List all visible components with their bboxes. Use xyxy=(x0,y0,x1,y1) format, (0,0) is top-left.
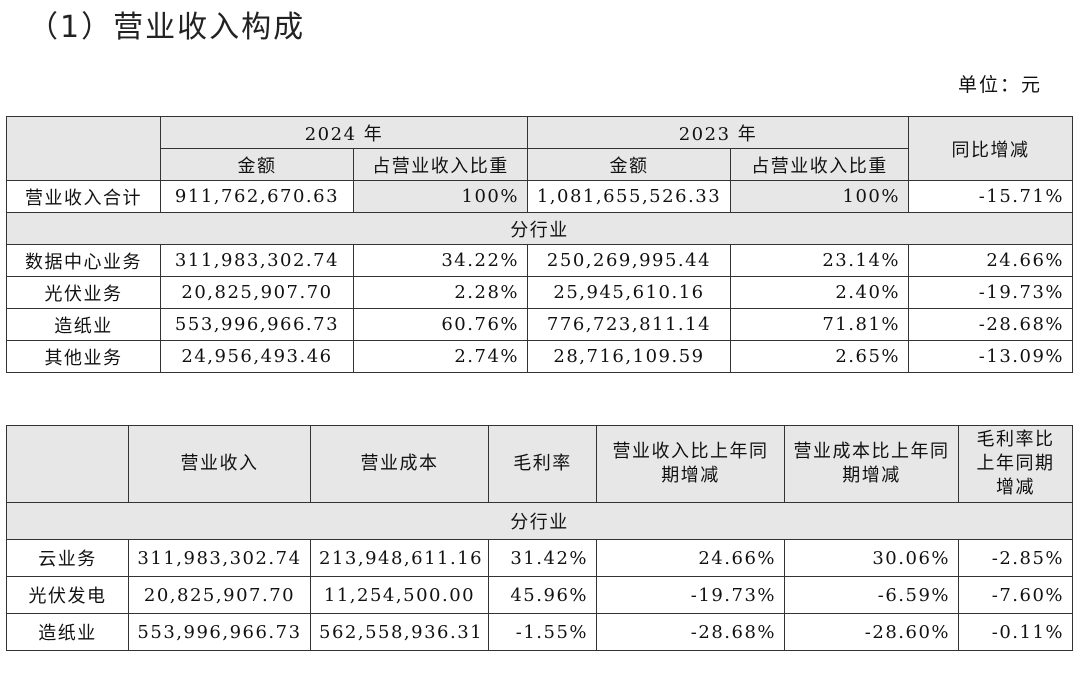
revenue-yoy: 24.66% xyxy=(596,539,785,577)
cost-yoy: 30.06% xyxy=(784,539,959,577)
margin-yoy: -0.11% xyxy=(958,613,1073,651)
share-2023: 71.81% xyxy=(730,308,909,341)
header-cost: 营业成本 xyxy=(310,425,489,503)
revenue-yoy: -19.73% xyxy=(596,576,785,614)
row-label: 造纸业 xyxy=(6,308,161,341)
amount-2024: 553,996,966.73 xyxy=(160,308,354,341)
table-row: 光伏发电 20,825,907.70 11,254,500.00 45.96% … xyxy=(6,576,1073,614)
segment-margin-table: 营业收入 营业成本 毛利率 营业收入比上年同期增减 营业成本比上年同期增减 毛利… xyxy=(6,425,1073,651)
section-heading: （1）营业收入构成 xyxy=(28,10,306,45)
cost-yoy: -28.60% xyxy=(784,613,959,651)
table-row: 其他业务 24,956,493.46 2.74% 28,716,109.59 2… xyxy=(6,340,1073,373)
share-2023: 100% xyxy=(730,180,909,213)
amount-2024: 911,762,670.63 xyxy=(160,180,354,213)
header-revenue: 营业收入 xyxy=(128,425,311,503)
yoy-change: 24.66% xyxy=(908,244,1073,277)
section-row-by-industry: 分行业 xyxy=(6,502,1073,540)
amount-2024: 311,983,302.74 xyxy=(160,244,354,277)
header-gross-margin: 毛利率 xyxy=(488,425,597,503)
revenue-composition-table: 2024 年 2023 年 同比增减 金额 占营业收入比重 金额 占营业收入比重… xyxy=(6,116,1073,373)
share-2023: 2.40% xyxy=(730,276,909,309)
header-yoy: 同比增减 xyxy=(908,116,1073,181)
cost: 562,558,936.31 xyxy=(310,613,489,651)
share-2024: 2.74% xyxy=(353,340,528,373)
share-2024: 100% xyxy=(353,180,528,213)
header-margin-yoy: 毛利率比上年同期增减 xyxy=(958,425,1073,503)
margin-yoy: -7.60% xyxy=(958,576,1073,614)
section-row-by-industry: 分行业 xyxy=(6,212,1073,245)
amount-2023: 28,716,109.59 xyxy=(527,340,731,373)
yoy-change: -13.09% xyxy=(908,340,1073,373)
header-2023: 2023 年 xyxy=(527,116,909,149)
revenue-yoy: -28.68% xyxy=(596,613,785,651)
yoy-change: -28.68% xyxy=(908,308,1073,341)
header-revenue-yoy: 营业收入比上年同期增减 xyxy=(596,425,785,503)
cost: 213,948,611.16 xyxy=(310,539,489,577)
share-2024: 60.76% xyxy=(353,308,528,341)
header-share-2024: 占营业收入比重 xyxy=(353,148,528,181)
share-2023: 23.14% xyxy=(730,244,909,277)
share-2024: 34.22% xyxy=(353,244,528,277)
corner-cell xyxy=(6,116,161,181)
revenue: 20,825,907.70 xyxy=(128,576,311,614)
table-row: 云业务 311,983,302.74 213,948,611.16 31.42%… xyxy=(6,539,1073,577)
row-label: 数据中心业务 xyxy=(6,244,161,277)
table-row: 造纸业 553,996,966.73 60.76% 776,723,811.14… xyxy=(6,308,1073,341)
header-cost-yoy: 营业成本比上年同期增减 xyxy=(784,425,959,503)
row-label: 光伏发电 xyxy=(6,576,129,614)
row-label: 光伏业务 xyxy=(6,276,161,309)
row-label: 营业收入合计 xyxy=(6,180,161,213)
amount-2023: 25,945,610.16 xyxy=(527,276,731,309)
gross-margin: 31.42% xyxy=(488,539,597,577)
revenue: 553,996,966.73 xyxy=(128,613,311,651)
table-row-total: 营业收入合计 911,762,670.63 100% 1,081,655,526… xyxy=(6,180,1073,213)
row-label: 其他业务 xyxy=(6,340,161,373)
table-row: 数据中心业务 311,983,302.74 34.22% 250,269,995… xyxy=(6,244,1073,277)
amount-2024: 20,825,907.70 xyxy=(160,276,354,309)
row-label: 造纸业 xyxy=(6,613,129,651)
gross-margin: 45.96% xyxy=(488,576,597,614)
gross-margin: -1.55% xyxy=(488,613,597,651)
revenue: 311,983,302.74 xyxy=(128,539,311,577)
cost: 11,254,500.00 xyxy=(310,576,489,614)
share-2024: 2.28% xyxy=(353,276,528,309)
margin-yoy: -2.85% xyxy=(958,539,1073,577)
header-amount-2023: 金额 xyxy=(527,148,731,181)
header-share-2023: 占营业收入比重 xyxy=(730,148,909,181)
amount-2023: 250,269,995.44 xyxy=(527,244,731,277)
cost-yoy: -6.59% xyxy=(784,576,959,614)
header-amount-2024: 金额 xyxy=(160,148,354,181)
table-row: 光伏业务 20,825,907.70 2.28% 25,945,610.16 2… xyxy=(6,276,1073,309)
share-2023: 2.65% xyxy=(730,340,909,373)
amount-2024: 24,956,493.46 xyxy=(160,340,354,373)
corner-cell xyxy=(6,425,129,503)
table-row: 造纸业 553,996,966.73 562,558,936.31 -1.55%… xyxy=(6,613,1073,651)
unit-label: 单位：元 xyxy=(957,74,1042,96)
amount-2023: 1,081,655,526.33 xyxy=(527,180,731,213)
header-2024: 2024 年 xyxy=(160,116,528,149)
amount-2023: 776,723,811.14 xyxy=(527,308,731,341)
yoy-change: -19.73% xyxy=(908,276,1073,309)
yoy-change: -15.71% xyxy=(908,180,1073,213)
row-label: 云业务 xyxy=(6,539,129,577)
